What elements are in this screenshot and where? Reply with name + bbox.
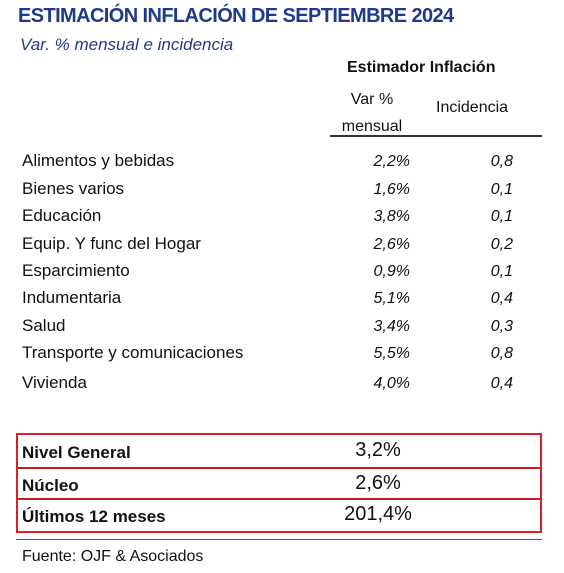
table-row: Alimentos y bebidas 2,2% 0,8 bbox=[22, 151, 542, 178]
summary-label: Últimos 12 meses bbox=[22, 507, 166, 526]
summary-value: 201,4% bbox=[344, 503, 412, 525]
table-row: Transporte y comunicaciones 5,5% 0,8 bbox=[22, 343, 542, 370]
column-header-var: Var % mensual bbox=[341, 91, 403, 135]
summary-label: Núcleo bbox=[22, 476, 79, 495]
summary-row-ultimos-12-meses: Últimos 12 meses 201,4% bbox=[18, 499, 540, 529]
table-row: Bienes varios 1,6% 0,1 bbox=[22, 179, 542, 206]
var-value: 2,6% bbox=[373, 236, 410, 253]
incidencia-value: 0,1 bbox=[490, 208, 513, 225]
table-row: Indumentaria 5,1% 0,4 bbox=[22, 288, 542, 315]
incidencia-value: 0,3 bbox=[490, 318, 513, 335]
category-label: Salud bbox=[22, 316, 66, 335]
table-row: Educación 3,8% 0,1 bbox=[22, 206, 542, 233]
source-note: Fuente: OJF & Asociados bbox=[22, 548, 204, 565]
column-header-incidencia: Incidencia bbox=[436, 99, 509, 116]
summary-row-nivel-general: Nivel General 3,2% bbox=[18, 435, 540, 465]
category-label: Educación bbox=[22, 206, 102, 225]
column-group-header: Estimador Inflación bbox=[347, 59, 496, 76]
var-value: 5,1% bbox=[373, 290, 410, 307]
summary-divider bbox=[18, 467, 540, 469]
header-divider bbox=[330, 135, 542, 137]
var-value: 5,5% bbox=[373, 345, 410, 362]
page-title: ESTIMACIÓN INFLACIÓN DE SEPTIEMBRE 2024 bbox=[18, 5, 454, 27]
incidencia-value: 0,4 bbox=[490, 290, 513, 307]
category-label: Alimentos y bebidas bbox=[22, 151, 175, 170]
summary-row-nucleo: Núcleo 2,6% bbox=[18, 468, 540, 498]
incidencia-value: 0,8 bbox=[490, 153, 513, 170]
var-value: 3,4% bbox=[373, 318, 410, 335]
table-row: Equip. Y func del Hogar 2,6% 0,2 bbox=[22, 234, 542, 261]
var-value: 3,8% bbox=[373, 208, 410, 225]
table-row: Salud 3,4% 0,3 bbox=[22, 316, 542, 343]
summary-box: Nivel General 3,2% Núcleo 2,6% Últimos 1… bbox=[16, 433, 542, 533]
category-label: Equip. Y func del Hogar bbox=[22, 234, 201, 253]
footer-divider bbox=[16, 539, 542, 540]
page-subtitle: Var. % mensual e incidencia bbox=[20, 35, 234, 54]
incidencia-value: 0,4 bbox=[490, 375, 513, 392]
var-value: 0,9% bbox=[373, 263, 410, 280]
summary-value: 3,2% bbox=[355, 439, 401, 461]
incidencia-value: 0,2 bbox=[490, 236, 513, 253]
var-value: 2,2% bbox=[373, 153, 410, 170]
summary-value: 2,6% bbox=[355, 472, 401, 494]
incidencia-value: 0,1 bbox=[490, 263, 513, 280]
category-label: Esparcimiento bbox=[22, 261, 130, 280]
incidencia-value: 0,1 bbox=[490, 181, 513, 198]
category-label: Bienes varios bbox=[22, 179, 125, 198]
var-value: 1,6% bbox=[373, 181, 410, 198]
var-value: 4,0% bbox=[373, 375, 410, 392]
table-row: Vivienda 4,0% 0,4 bbox=[22, 373, 542, 400]
summary-divider bbox=[18, 498, 540, 500]
category-label: Indumentaria bbox=[22, 288, 122, 307]
category-label: Vivienda bbox=[22, 373, 87, 392]
summary-label: Nivel General bbox=[22, 443, 131, 462]
incidencia-value: 0,8 bbox=[490, 345, 513, 362]
category-label: Transporte y comunicaciones bbox=[22, 343, 244, 362]
table-row: Esparcimiento 0,9% 0,1 bbox=[22, 261, 542, 288]
